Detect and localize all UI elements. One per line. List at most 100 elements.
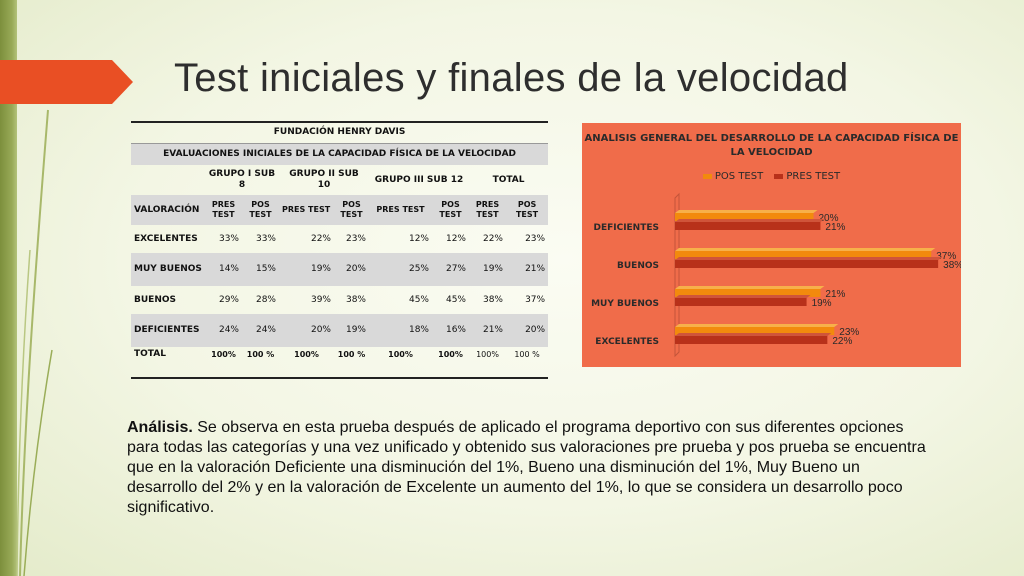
table-cell: 24% — [242, 314, 279, 347]
bar-top-face — [675, 295, 811, 298]
bar — [675, 222, 821, 230]
group-header: GRUPO III SUB 12 — [374, 174, 464, 185]
table-row: DEFICIENTES 24% 24% 20% 19% 18% 16% 21% … — [131, 314, 549, 347]
row-category: EXCELENTES — [134, 233, 198, 244]
chart-title: ANALISIS GENERAL DEL DESARROLLO DE LA CA… — [584, 133, 959, 158]
table-cell: 21% — [506, 253, 549, 286]
table-cell: 38% — [345, 294, 366, 305]
category-label: EXCELENTES — [595, 337, 659, 347]
eval-title: EVALUACIONES INICIALES DE LA CAPACIDAD F… — [131, 142, 549, 165]
bar — [675, 251, 932, 259]
table-cell: 22% — [482, 233, 503, 244]
bar-top-face — [675, 248, 936, 251]
table-cell: 20% — [506, 314, 549, 347]
table-cell: 45% — [445, 294, 466, 305]
title-arrow-shape — [0, 60, 133, 104]
subheader-cell: POS TEST — [334, 195, 369, 225]
bar-top-face — [675, 257, 943, 260]
left-decorative-strip — [0, 0, 17, 576]
category-label: MUY BUENOS — [591, 299, 659, 309]
table-subheader-row: VALORACIÓN PRES TEST POS TEST PRES TEST … — [131, 195, 549, 225]
bar-top-face — [675, 324, 839, 327]
table-cell: 100% — [438, 350, 463, 359]
table-header-eval: EVALUACIONES INICIALES DE LA CAPACIDAD F… — [131, 142, 549, 165]
legend-label: PRES TEST — [786, 171, 841, 182]
table-row: BUENOS 29% 28% 39% 38% 45% 45% 38% 37% — [131, 286, 548, 314]
org-name: FUNDACIÓN HENRY DAVIS — [273, 127, 406, 138]
bar — [675, 213, 814, 221]
table-cell: 100% — [388, 350, 413, 359]
table-cell: 33% — [255, 233, 276, 244]
table-cell: 16% — [432, 314, 469, 347]
subheader-cell: PRES TEST — [279, 195, 334, 225]
data-label: 20% — [819, 213, 839, 224]
category-label: DEFICIENTES — [593, 223, 659, 233]
group-header: TOTAL — [492, 174, 525, 185]
bar — [675, 336, 828, 344]
bar — [675, 260, 939, 268]
empty-cell — [131, 165, 205, 195]
data-label: 23% — [839, 327, 859, 338]
legend-item-pres: PRES TEST — [774, 171, 840, 182]
table-cell: 100 % — [514, 350, 540, 359]
table-header-org: FUNDACIÓN HENRY DAVIS — [131, 123, 548, 143]
table-cell: 18% — [369, 314, 432, 347]
row-category: DEFICIENTES — [131, 314, 205, 347]
grass-decoration — [16, 109, 53, 576]
legend-label: POS TEST — [714, 171, 764, 182]
data-label: 21% — [825, 222, 845, 233]
subheader-cell: PRES TEST — [369, 195, 432, 225]
group-header: GRUPO I SUB 8 — [208, 169, 276, 190]
category-label: BUENOS — [617, 261, 659, 271]
legend-swatch — [774, 173, 784, 179]
data-label: 38% — [943, 260, 961, 271]
bar-top-face — [675, 333, 832, 336]
subheader-cell: PRES TEST — [469, 195, 506, 225]
analysis-text: Se observa en esta prueba después de apl… — [127, 419, 926, 516]
table-cell: 39% — [310, 294, 331, 305]
row-category: BUENOS — [134, 294, 176, 305]
table-cell: 100% — [476, 350, 499, 359]
table-cell: 19% — [469, 253, 506, 286]
table-cell: 100% — [294, 350, 319, 359]
table-cell: 15% — [242, 253, 279, 286]
table-cell: 45% — [408, 294, 429, 305]
analysis-label: Análisis. — [127, 419, 193, 436]
analysis-paragraph: Análisis. Se observa en esta prueba desp… — [127, 418, 927, 518]
data-label: 37% — [936, 251, 956, 262]
legend-item-pos: POS TEST — [702, 171, 764, 182]
legend-swatch — [702, 173, 712, 179]
table-header-groups: GRUPO I SUB 8 GRUPO II SUB 10 GRUPO III … — [131, 165, 548, 195]
table-row: EXCELENTES 33% 33% 22% 23% 12% 12% 22% 2… — [131, 225, 548, 253]
bar-top-face — [675, 286, 825, 289]
bar-top-face — [675, 210, 818, 213]
results-table: FUNDACIÓN HENRY DAVIS EVALUACIONES INICI… — [131, 121, 549, 379]
chart-legend: POS TEST PRES TEST — [582, 171, 961, 182]
row-category: TOTAL — [134, 349, 166, 359]
table-cell: 100 % — [246, 350, 275, 359]
subheader-cell: POS TEST — [242, 195, 279, 225]
velocity-chart: ANALISIS GENERAL DEL DESARROLLO DE LA CA… — [582, 123, 961, 367]
table-cell: 19% — [334, 314, 369, 347]
table-cell: 20% — [279, 314, 334, 347]
chart-plot: DEFICIENTES 20%21% BUENOS 37%38% MUY BUENOS 2… — [591, 192, 961, 358]
bar-top-face — [675, 219, 825, 222]
slide-title: Test iniciales y finales de la velocidad — [174, 56, 849, 100]
table-cell: 37% — [525, 294, 546, 305]
subheader-cell: PRES TEST — [205, 195, 242, 225]
data-label: 19% — [812, 298, 832, 309]
table-cell: 19% — [279, 253, 334, 286]
table-cell: 38% — [482, 294, 503, 305]
group-header: GRUPO II SUB 10 — [289, 169, 359, 190]
table-cell: 12% — [408, 233, 429, 244]
subheader-cell: POS TEST — [432, 195, 469, 225]
table-cell: 100% — [211, 350, 236, 359]
data-label: 22% — [832, 336, 852, 347]
table-cell: 29% — [218, 294, 239, 305]
bar — [675, 327, 835, 335]
table-cell: 24% — [205, 314, 242, 347]
table-cell: 100 % — [337, 350, 366, 359]
table-cell: 23% — [525, 233, 546, 244]
bar — [675, 298, 807, 306]
table-cell: 20% — [334, 253, 369, 286]
